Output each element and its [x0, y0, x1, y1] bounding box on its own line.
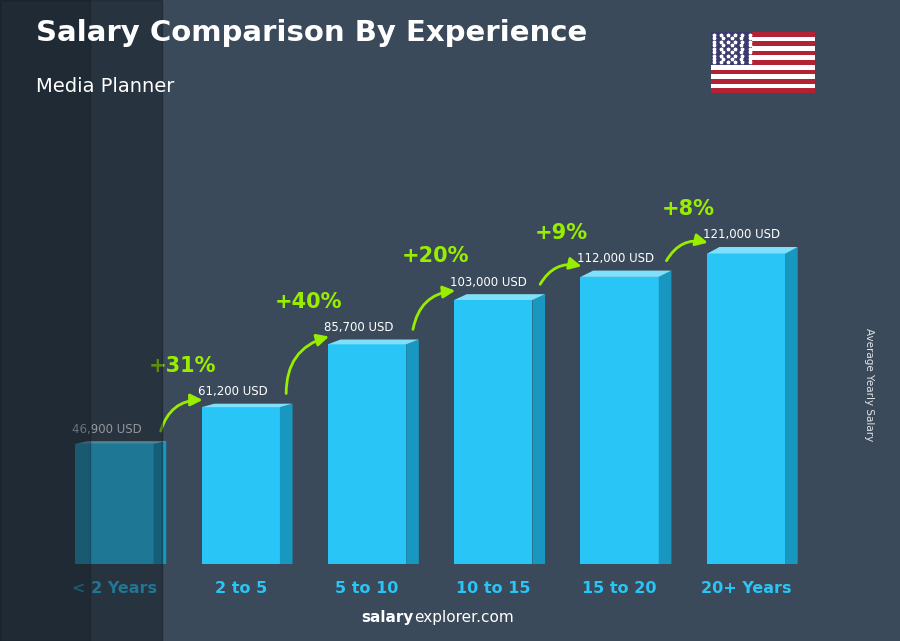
Text: +31%: +31%: [148, 356, 216, 376]
Text: 85,700 USD: 85,700 USD: [324, 321, 393, 334]
Bar: [0, 0, 90, 641]
Bar: [202, 407, 280, 564]
Bar: [711, 65, 814, 69]
Text: 103,000 USD: 103,000 USD: [450, 276, 527, 288]
Bar: [711, 32, 752, 65]
Text: 61,200 USD: 61,200 USD: [198, 385, 267, 398]
Polygon shape: [154, 441, 166, 564]
Bar: [580, 277, 659, 564]
Bar: [328, 344, 406, 564]
Bar: [711, 51, 814, 56]
Text: salary: salary: [362, 610, 414, 625]
Bar: [711, 56, 814, 60]
Text: 46,900 USD: 46,900 USD: [71, 422, 141, 436]
Bar: [711, 37, 814, 42]
Bar: [76, 444, 154, 564]
Text: 112,000 USD: 112,000 USD: [577, 252, 653, 265]
Polygon shape: [202, 404, 292, 407]
Bar: [706, 254, 785, 564]
Polygon shape: [76, 441, 166, 444]
Polygon shape: [706, 247, 797, 254]
Bar: [711, 88, 814, 93]
Text: explorer.com: explorer.com: [414, 610, 514, 625]
Bar: [711, 42, 814, 46]
Bar: [711, 32, 814, 37]
Text: Salary Comparison By Experience: Salary Comparison By Experience: [36, 19, 587, 47]
Polygon shape: [785, 247, 797, 564]
Polygon shape: [280, 404, 292, 564]
Polygon shape: [659, 271, 671, 564]
Bar: [454, 300, 533, 564]
Text: Media Planner: Media Planner: [36, 77, 175, 96]
Text: +9%: +9%: [535, 222, 588, 243]
Text: 121,000 USD: 121,000 USD: [703, 228, 780, 242]
Bar: [711, 74, 814, 79]
Polygon shape: [406, 340, 419, 564]
Text: +40%: +40%: [275, 292, 343, 312]
Text: +20%: +20%: [401, 246, 469, 266]
Polygon shape: [580, 271, 671, 277]
Polygon shape: [328, 340, 418, 344]
Bar: [711, 83, 814, 88]
Text: Average Yearly Salary: Average Yearly Salary: [863, 328, 874, 441]
Bar: [711, 79, 814, 83]
Text: +8%: +8%: [662, 199, 715, 219]
Polygon shape: [533, 294, 545, 564]
Polygon shape: [454, 294, 545, 300]
Bar: [0, 0, 162, 641]
Bar: [711, 60, 814, 65]
Bar: [711, 69, 814, 74]
Bar: [711, 46, 814, 51]
